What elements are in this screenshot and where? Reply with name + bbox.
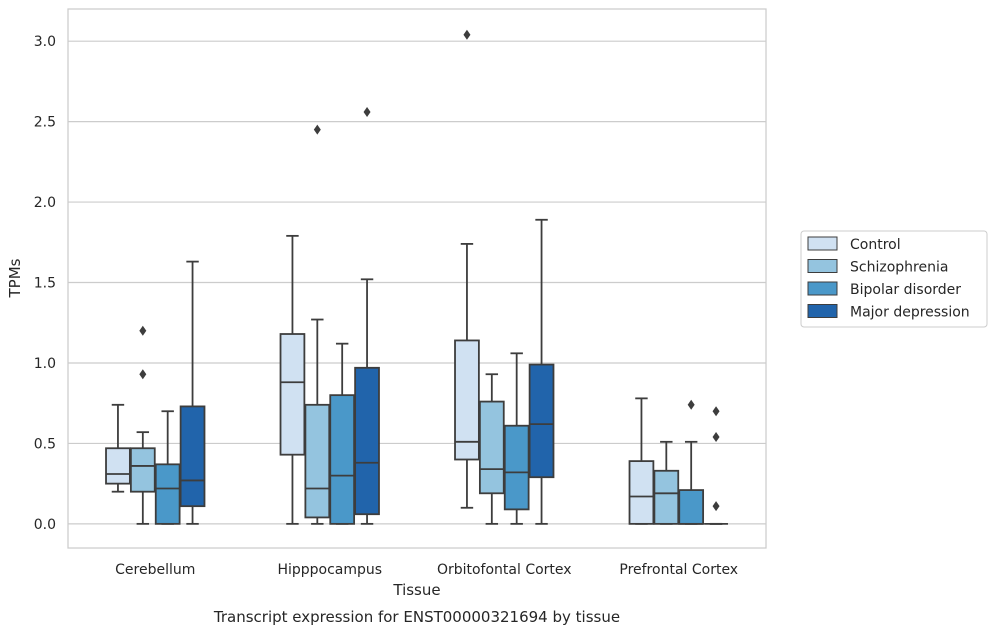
legend-swatch bbox=[807, 304, 838, 318]
box-body bbox=[628, 460, 655, 525]
x-axis-title: Tissue bbox=[392, 581, 440, 599]
box-body bbox=[179, 405, 206, 508]
box-3-0 bbox=[628, 397, 655, 525]
legend-label: Bipolar disorder bbox=[850, 282, 961, 298]
legend-swatch bbox=[807, 236, 838, 251]
plot-frame bbox=[67, 8, 767, 549]
box-body bbox=[454, 339, 480, 461]
box-3-1 bbox=[653, 440, 680, 525]
x-tick-label: Prefrontal Cortex bbox=[619, 562, 738, 578]
x-tick-label: Cerebellum bbox=[115, 562, 195, 578]
legend: Control Schizophrenia Bipolar disorder Majo… bbox=[800, 230, 988, 328]
y-tick-label: 0.0 bbox=[34, 517, 56, 533]
box-body bbox=[329, 394, 356, 525]
legend-swatch bbox=[807, 259, 838, 273]
box-body bbox=[154, 463, 181, 525]
flier-point bbox=[139, 325, 147, 336]
flier-point bbox=[712, 501, 720, 512]
box-3-2 bbox=[678, 399, 705, 525]
chart-caption: Transcript expression for ENST0000032169… bbox=[213, 608, 620, 626]
y-tick-label: 2.0 bbox=[34, 195, 56, 211]
box-body bbox=[354, 366, 380, 516]
legend-label: Control bbox=[850, 237, 901, 253]
y-tick-label: 0.5 bbox=[34, 436, 56, 452]
box-0-1 bbox=[129, 325, 156, 525]
y-tick-label: 3.0 bbox=[34, 34, 56, 50]
flier-point bbox=[363, 106, 371, 117]
y-tick-label: 2.5 bbox=[34, 115, 56, 131]
legend-frame bbox=[800, 230, 988, 328]
box-body bbox=[304, 403, 331, 519]
legend-label: Schizophrenia bbox=[850, 260, 948, 276]
box-body bbox=[129, 447, 156, 493]
box-3-3 bbox=[704, 406, 728, 525]
box-body bbox=[279, 333, 306, 456]
box-1-3 bbox=[354, 106, 380, 525]
box-body bbox=[528, 363, 555, 479]
boxes bbox=[105, 29, 728, 525]
box-2-2 bbox=[503, 352, 530, 525]
x-tick-label: Orbitofontal Cortex bbox=[437, 562, 572, 578]
box-1-2 bbox=[329, 342, 356, 525]
box-2-3 bbox=[528, 218, 555, 525]
y-tick-labels: 0.0 0.5 1.0 1.5 2.0 2.5 3.0 bbox=[34, 34, 56, 533]
legend-label: Major depression bbox=[850, 305, 970, 321]
box-0-2 bbox=[154, 410, 181, 525]
box-body bbox=[653, 469, 680, 525]
box-body bbox=[678, 489, 705, 525]
x-tick-labels: Cerebellum Hipppocampus Orbitofontal Corte… bbox=[115, 562, 738, 578]
y-tick-label: 1.5 bbox=[34, 276, 56, 292]
gridlines bbox=[68, 40, 766, 525]
flier-point bbox=[712, 406, 720, 417]
box-2-0 bbox=[454, 29, 480, 509]
flier-point bbox=[139, 369, 147, 380]
legend-swatch bbox=[807, 281, 838, 296]
box-0-0 bbox=[105, 403, 131, 493]
y-axis-title: TPMs bbox=[6, 258, 24, 298]
y-tick-label: 1.0 bbox=[34, 356, 56, 372]
box-body bbox=[105, 447, 131, 485]
box-0-3 bbox=[179, 260, 206, 525]
box-1-0 bbox=[279, 234, 306, 525]
box-body bbox=[503, 424, 530, 511]
box-body bbox=[478, 400, 505, 495]
flier-point bbox=[313, 124, 321, 135]
box-1-1 bbox=[304, 124, 331, 525]
flier-point bbox=[463, 29, 471, 40]
flier-point bbox=[687, 399, 695, 410]
x-tick-label: Hipppocampus bbox=[277, 562, 382, 578]
flier-point bbox=[712, 431, 720, 442]
box-2-1 bbox=[478, 373, 505, 525]
